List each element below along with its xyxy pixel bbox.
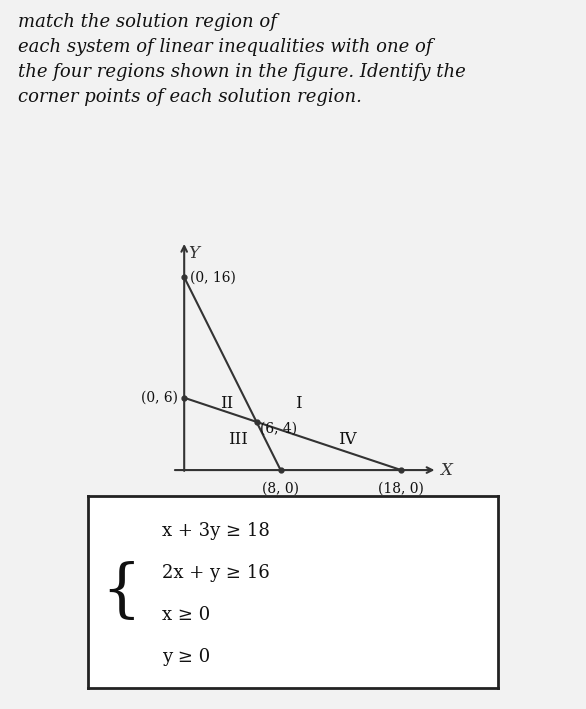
Text: x ≥ 0: x ≥ 0 [162,606,210,624]
Text: I: I [295,396,302,412]
Text: (8, 0): (8, 0) [262,482,299,496]
Text: (0, 6): (0, 6) [141,391,178,405]
Text: Y: Y [188,245,199,262]
Text: (0, 16): (0, 16) [190,270,236,284]
Text: II: II [220,396,233,412]
Text: 2x + y ≥ 16: 2x + y ≥ 16 [162,564,270,582]
Text: y ≥ 0: y ≥ 0 [162,648,210,666]
Text: IV: IV [338,432,356,448]
Text: match the solution region of
each system of linear inequalities with one of
the : match the solution region of each system… [18,13,465,106]
Text: {: { [101,562,141,623]
Text: (18, 0): (18, 0) [378,482,424,496]
Text: X: X [440,462,452,479]
Text: III: III [229,432,248,448]
Text: x + 3y ≥ 18: x + 3y ≥ 18 [162,522,270,540]
Text: (6, 4): (6, 4) [260,422,297,436]
